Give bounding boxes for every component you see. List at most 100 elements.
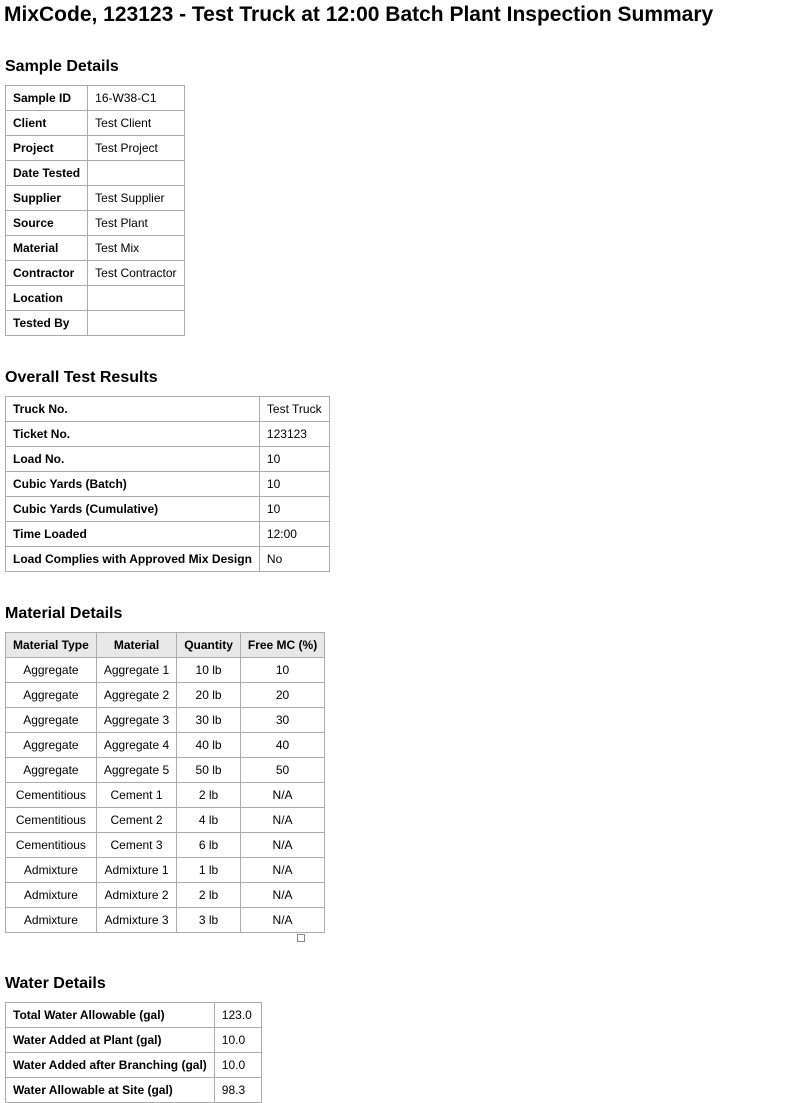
table-row: Cementitious Cement 1 2 lb N/A [5,782,326,808]
cell-material-type: Aggregate [5,682,97,708]
cell-material-type: Admixture [5,857,97,883]
column-header-free-mc: Free MC (%) [239,632,326,658]
column-header-material: Material [95,632,178,658]
table-row: Total Water Allowable (gal) 123.0 [5,1002,262,1028]
row-label: Contractor [4,260,89,286]
sample-details-heading: Sample Details [5,58,119,75]
row-value: Test Supplier [87,185,186,211]
sample-details-table: Sample ID 16-W38-C1 Client Test Client P… [4,85,186,336]
overall-test-results-table: Truck No. Test Truck Ticket No. 123123 L… [5,396,330,572]
table-row: Contractor Test Contractor [4,260,186,286]
cell-material-type: Cementitious [5,782,97,808]
row-label: Cubic Yards (Batch) [5,471,260,497]
table-row: Admixture Admixture 3 3 lb N/A [5,907,326,933]
table-row: Aggregate Aggregate 5 50 lb 50 [5,757,326,783]
table-row: Admixture Admixture 2 2 lb N/A [5,882,326,908]
cell-material: Admixture 1 [95,857,178,883]
section-overall-test-results: Overall Test Results Truck No. Test Truc… [4,369,802,572]
cell-free-mc: 50 [239,757,326,783]
table-row: Water Added after Branching (gal) 10.0 [5,1052,262,1078]
cell-material: Aggregate 4 [95,732,178,758]
table-row: Cementitious Cement 2 4 lb N/A [5,807,326,833]
cell-free-mc: N/A [239,907,326,933]
resize-handle[interactable] [297,934,305,942]
table-row: Water Added at Plant (gal) 10.0 [5,1027,262,1053]
row-value: Test Contractor [87,260,186,286]
table-row: Load No. 10 [5,446,330,472]
table-row: Location [4,285,186,311]
table-row: Cubic Yards (Batch) 10 [5,471,330,497]
cell-quantity: 1 lb [176,857,241,883]
row-label: Load No. [5,446,260,472]
cell-free-mc: 20 [239,682,326,708]
cell-material-type: Aggregate [5,707,97,733]
row-value: 10 [258,446,330,472]
table-row: Sample ID 16-W38-C1 [4,85,186,111]
cell-quantity: 50 lb [176,757,241,783]
cell-free-mc: N/A [239,882,326,908]
cell-quantity: 2 lb [176,882,241,908]
cell-material: Cement 1 [95,782,178,808]
row-value: 10.0 [213,1027,262,1053]
row-label: Supplier [4,185,89,211]
table-header-row: Material Type Material Quantity Free MC … [5,632,326,658]
cell-quantity: 4 lb [176,807,241,833]
material-details-table: Material Type Material Quantity Free MC … [5,632,326,933]
cell-material-type: Cementitious [5,832,97,858]
row-value: 10.0 [213,1052,262,1078]
section-material-details: Material Details Material Type Material … [4,605,802,942]
row-label: Sample ID [4,85,89,111]
water-details-table: Total Water Allowable (gal) 123.0 Water … [5,1002,262,1103]
row-label: Cubic Yards (Cumulative) [5,496,260,522]
row-label: Project [4,135,89,161]
table-row: Source Test Plant [4,210,186,236]
table-row: Tested By [4,310,186,336]
table-row: Aggregate Aggregate 3 30 lb 30 [5,707,326,733]
cell-material: Cement 3 [95,832,178,858]
page-title: MixCode, 123123 - Test Truck at 12:00 Ba… [4,3,714,26]
cell-free-mc: N/A [239,857,326,883]
row-value: Test Truck [258,396,330,422]
row-value: 10 [258,471,330,497]
table-row: Project Test Project [4,135,186,161]
cell-material: Aggregate 3 [95,707,178,733]
row-value: 16-W38-C1 [87,85,186,111]
row-value: Test Project [87,135,186,161]
cell-free-mc: 40 [239,732,326,758]
row-value [87,160,186,186]
cell-material: Admixture 3 [95,907,178,933]
cell-quantity: 20 lb [176,682,241,708]
cell-free-mc: N/A [239,782,326,808]
row-value [87,310,186,336]
row-value: 123123 [258,421,330,447]
cell-material: Cement 2 [95,807,178,833]
cell-free-mc: 10 [239,657,326,683]
cell-material-type: Aggregate [5,732,97,758]
row-label: Ticket No. [5,421,260,447]
row-label: Date Tested [4,160,89,186]
row-label: Load Complies with Approved Mix Design [5,546,260,572]
table-row: Date Tested [4,160,186,186]
table-row: Load Complies with Approved Mix Design N… [5,546,330,572]
row-label: Water Added at Plant (gal) [5,1027,215,1053]
table-row: Material Test Mix [4,235,186,261]
cell-quantity: 30 lb [176,707,241,733]
row-value: Test Mix [87,235,186,261]
cell-free-mc: N/A [239,832,326,858]
table-row: Admixture Admixture 1 1 lb N/A [5,857,326,883]
cell-material-type: Aggregate [5,657,97,683]
cell-quantity: 6 lb [176,832,241,858]
row-value: Test Plant [87,210,186,236]
table-row: Cubic Yards (Cumulative) 10 [5,496,330,522]
material-details-heading: Material Details [5,605,123,622]
row-value: 98.3 [213,1077,262,1103]
cell-quantity: 40 lb [176,732,241,758]
row-label: Total Water Allowable (gal) [5,1002,215,1028]
cell-quantity: 3 lb [176,907,241,933]
table-row: Cementitious Cement 3 6 lb N/A [5,832,326,858]
row-label: Time Loaded [5,521,260,547]
cell-material-type: Admixture [5,907,97,933]
row-value: No [258,546,330,572]
column-header-quantity: Quantity [176,632,241,658]
overall-test-results-heading: Overall Test Results [5,369,158,386]
